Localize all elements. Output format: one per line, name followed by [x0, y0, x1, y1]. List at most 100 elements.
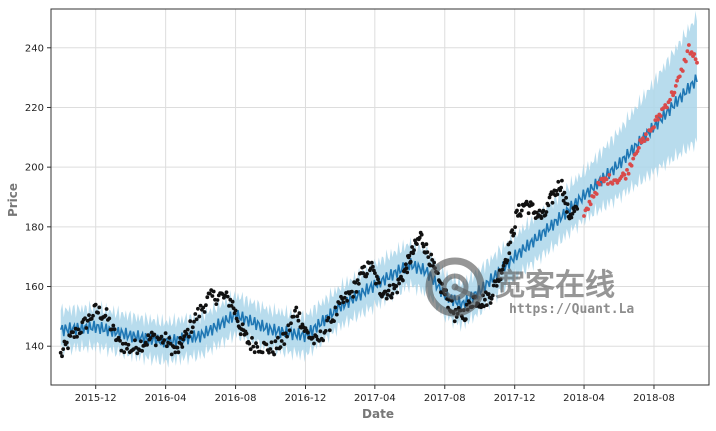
- observed-point: [225, 294, 230, 299]
- observed-point: [377, 280, 381, 285]
- observed-point: [353, 280, 358, 285]
- y-axis-title: Price: [6, 183, 20, 217]
- observed-point: [489, 296, 494, 301]
- observed-point: [264, 342, 269, 347]
- observed-point: [562, 190, 567, 195]
- observed-point: [385, 293, 390, 297]
- observed-point: [169, 352, 174, 357]
- observed-point: [508, 240, 513, 245]
- observed-point: [512, 231, 516, 236]
- observed-point: [390, 291, 395, 296]
- observed-point: [269, 340, 274, 345]
- observed-point: [149, 330, 154, 335]
- observed-point: [367, 261, 371, 265]
- observed-point: [204, 303, 208, 308]
- observed-point: [148, 336, 153, 340]
- observed-point: [297, 311, 302, 316]
- watermark: 宽客在线 https://Quant.La: [425, 257, 634, 317]
- observed-point: [251, 344, 256, 349]
- observed-point: [97, 305, 102, 310]
- observed-point: [410, 245, 414, 249]
- observed-point: [254, 341, 258, 346]
- observed-point: [559, 185, 563, 190]
- holdout-point: [680, 69, 685, 73]
- observed-point: [425, 250, 430, 255]
- observed-point: [483, 297, 487, 302]
- holdout-point: [652, 125, 656, 130]
- observed-point: [83, 316, 87, 321]
- holdout-point: [656, 117, 660, 122]
- holdout-point: [685, 49, 690, 54]
- observed-point: [572, 209, 577, 214]
- holdout-point: [693, 57, 698, 62]
- observed-point: [490, 293, 495, 298]
- observed-point: [187, 334, 191, 339]
- observed-point: [278, 345, 283, 349]
- observed-point: [294, 305, 299, 310]
- observed-point: [513, 225, 517, 230]
- holdout-point: [631, 156, 636, 161]
- holdout-point: [687, 43, 691, 47]
- observed-point: [282, 342, 287, 346]
- observed-point: [181, 337, 186, 342]
- observed-point: [58, 350, 63, 355]
- observed-point: [112, 327, 117, 332]
- y-tick-label: 240: [25, 43, 44, 54]
- observed-point: [306, 330, 310, 335]
- holdout-point: [665, 105, 669, 110]
- observed-point: [342, 295, 347, 300]
- observed-point: [173, 350, 178, 355]
- y-tick-label: 220: [25, 103, 44, 114]
- observed-point: [268, 347, 273, 351]
- observed-point: [194, 317, 199, 322]
- holdout-point: [645, 137, 650, 142]
- observed-point: [500, 267, 505, 272]
- observed-point: [116, 335, 121, 340]
- observed-point: [507, 251, 512, 256]
- observed-point: [140, 349, 145, 353]
- holdout-point: [586, 207, 590, 212]
- observed-point: [189, 330, 194, 334]
- observed-point: [486, 292, 491, 296]
- observed-point: [295, 314, 300, 319]
- observed-point: [317, 338, 321, 343]
- observed-point: [412, 248, 416, 253]
- x-tick-label: 2016-12: [285, 393, 327, 404]
- observed-point: [373, 271, 377, 275]
- observed-point: [135, 351, 140, 356]
- holdout-point: [602, 179, 606, 184]
- observed-point: [575, 207, 580, 211]
- observed-point: [526, 211, 531, 216]
- observed-point: [180, 345, 185, 349]
- observed-point: [361, 271, 366, 276]
- observed-point: [233, 308, 238, 313]
- observed-point: [289, 321, 293, 326]
- observed-point: [196, 306, 200, 311]
- observed-point: [193, 312, 198, 316]
- observed-point: [61, 347, 66, 351]
- observed-point: [369, 260, 374, 265]
- observed-point: [188, 319, 193, 324]
- x-tick-label: 2016-08: [215, 393, 257, 404]
- observed-point: [178, 336, 183, 340]
- observed-point: [371, 264, 375, 269]
- holdout-point: [675, 78, 679, 83]
- observed-point: [210, 294, 215, 298]
- observed-point: [247, 341, 252, 346]
- observed-point: [517, 203, 521, 208]
- observed-point: [79, 330, 83, 335]
- observed-point: [362, 264, 366, 269]
- holdout-point: [673, 84, 678, 88]
- observed-point: [276, 335, 280, 340]
- holdout-point: [635, 149, 640, 154]
- forecast-line-layer: [59, 74, 698, 348]
- holdout-point: [606, 182, 610, 186]
- observed-point: [190, 325, 195, 330]
- holdout-point: [642, 139, 647, 144]
- x-axis-ticks: 2015-12 2016-04 2016-08 2016-12 2017-04 2017-…: [75, 385, 675, 404]
- observed-point: [530, 202, 535, 207]
- forecast-line: [59, 74, 698, 348]
- observed-point: [376, 277, 380, 282]
- observed-point: [120, 341, 125, 346]
